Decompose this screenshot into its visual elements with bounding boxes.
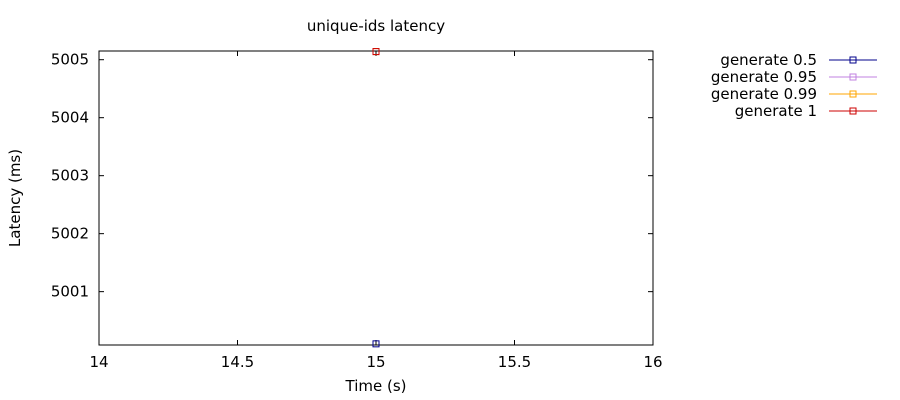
x-tick-label: 14.5: [221, 353, 254, 371]
y-tick-label: 5001: [51, 283, 89, 301]
y-tick-label: 5005: [51, 51, 89, 69]
legend-marker: [849, 90, 857, 98]
y-axis-label: Latency (ms): [6, 149, 24, 247]
legend-label: generate 0.95: [711, 68, 817, 86]
series-layer: [372, 48, 380, 348]
legend-label: generate 0.5: [720, 51, 817, 69]
x-tick-label: 15: [366, 353, 385, 371]
x-axis-label: Time (s): [345, 377, 407, 395]
legend-marker: [849, 56, 857, 64]
x-tick-label: 16: [643, 353, 662, 371]
plot-area-border: [98, 50, 654, 346]
legend-marker: [849, 73, 857, 81]
data-point: [372, 48, 380, 56]
y-tick-label: 5002: [51, 225, 89, 243]
chart-title: unique-ids latency: [307, 17, 445, 35]
data-point: [372, 340, 380, 348]
legend-label: generate 0.99: [711, 85, 817, 103]
x-tick-label: 14: [89, 353, 108, 371]
legend-label: generate 1: [735, 102, 817, 120]
y-tick-label: 5004: [51, 109, 89, 127]
y-axis: 5001 5002 5003 5004 5005: [51, 51, 653, 301]
y-tick-label: 5003: [51, 167, 89, 185]
x-axis: 14 14.5 15 15.5 16: [89, 51, 663, 371]
legend-marker: [849, 107, 857, 115]
x-tick-label: 15.5: [498, 353, 531, 371]
